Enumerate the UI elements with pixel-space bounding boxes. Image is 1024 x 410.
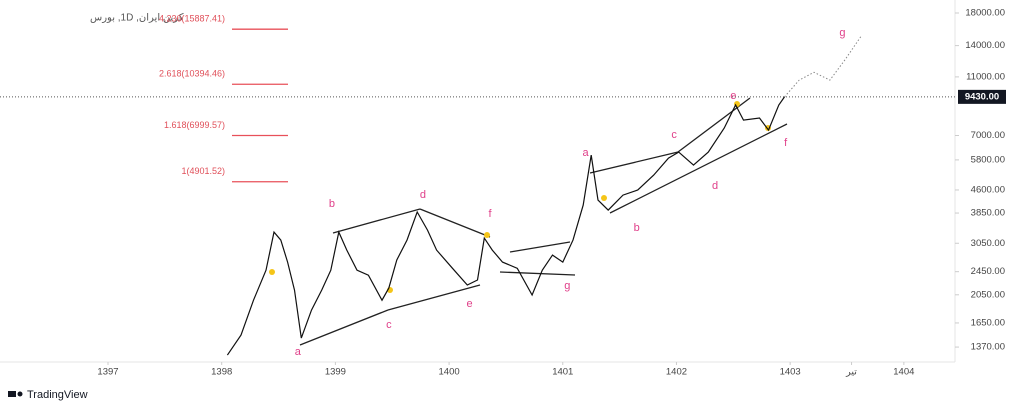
y-tick-label: 14000.00 [965, 40, 1005, 51]
wave-label: g [839, 27, 845, 39]
brand-logo [8, 391, 16, 397]
marker-dot [484, 232, 490, 238]
last-price-box [958, 89, 1006, 104]
brand-logo [17, 391, 23, 397]
wave-label: e [730, 90, 736, 102]
x-tick-label: 1397 [97, 367, 118, 378]
fib-label: 1(4901.52) [181, 166, 225, 176]
wave-label: f [784, 137, 788, 149]
y-tick-label: 2050.00 [971, 289, 1005, 300]
x-tick-label: تیر [845, 367, 857, 378]
y-tick-label: 11000.00 [966, 71, 1005, 82]
x-tick-label: 1400 [439, 367, 460, 378]
wave-label: b [329, 198, 335, 210]
wave-label: d [712, 180, 718, 192]
trendline [499, 271, 576, 276]
x-tick-label: 1404 [893, 367, 914, 378]
wave-label: a [582, 147, 589, 159]
trendline [609, 123, 788, 214]
y-tick-label: 3050.00 [971, 238, 1005, 249]
brand-name: TradingView [27, 389, 88, 401]
y-tick-label: 4600.00 [971, 184, 1005, 195]
wave-label: e [466, 298, 472, 310]
price-line [784, 34, 863, 98]
fib-label: 4.236(15887.41) [159, 14, 225, 24]
wave-label: c [386, 319, 392, 331]
markers [269, 101, 771, 293]
brand: TradingView [8, 389, 88, 401]
wave-label: c [671, 129, 677, 141]
marker-dot [601, 195, 607, 201]
fib-label: 2.618(10394.46) [159, 69, 225, 79]
wave-label: f [488, 208, 492, 220]
symbol-title: کربن ایران, 1D, بورس [90, 13, 184, 24]
marker-dot [269, 269, 275, 275]
x-tick-label: 1399 [325, 367, 346, 378]
last-price-label: 9430.00 [965, 91, 999, 102]
trendline [299, 309, 389, 346]
trendline [677, 97, 751, 153]
y-tick-label: 1650.00 [971, 317, 1005, 328]
y-tick-label: 7000.00 [971, 130, 1005, 141]
price-line [226, 96, 785, 356]
trendline [387, 284, 481, 311]
x-tick-label: 1403 [780, 367, 801, 378]
trendline [509, 241, 571, 253]
y-tick-label: 18000.00 [965, 8, 1005, 19]
wave-label: a [295, 346, 302, 358]
trendlines [299, 97, 788, 346]
y-tick-label: 2450.00 [971, 266, 1005, 277]
y-tick-label: 5800.00 [971, 154, 1005, 165]
wave-label: d [420, 189, 426, 201]
x-tick-label: 1401 [552, 367, 573, 378]
fib-label: 1.618(6999.57) [164, 120, 225, 130]
trendline [419, 208, 491, 238]
y-tick-label: 3850.00 [971, 208, 1005, 219]
x-tick-label: 1398 [211, 367, 232, 378]
wave-label: b [634, 222, 640, 234]
trendline [332, 208, 421, 234]
trendline [589, 151, 679, 174]
y-tick-label: 1370.00 [971, 342, 1005, 353]
x-tick-label: 1402 [666, 367, 687, 378]
wave-label: g [564, 280, 570, 292]
